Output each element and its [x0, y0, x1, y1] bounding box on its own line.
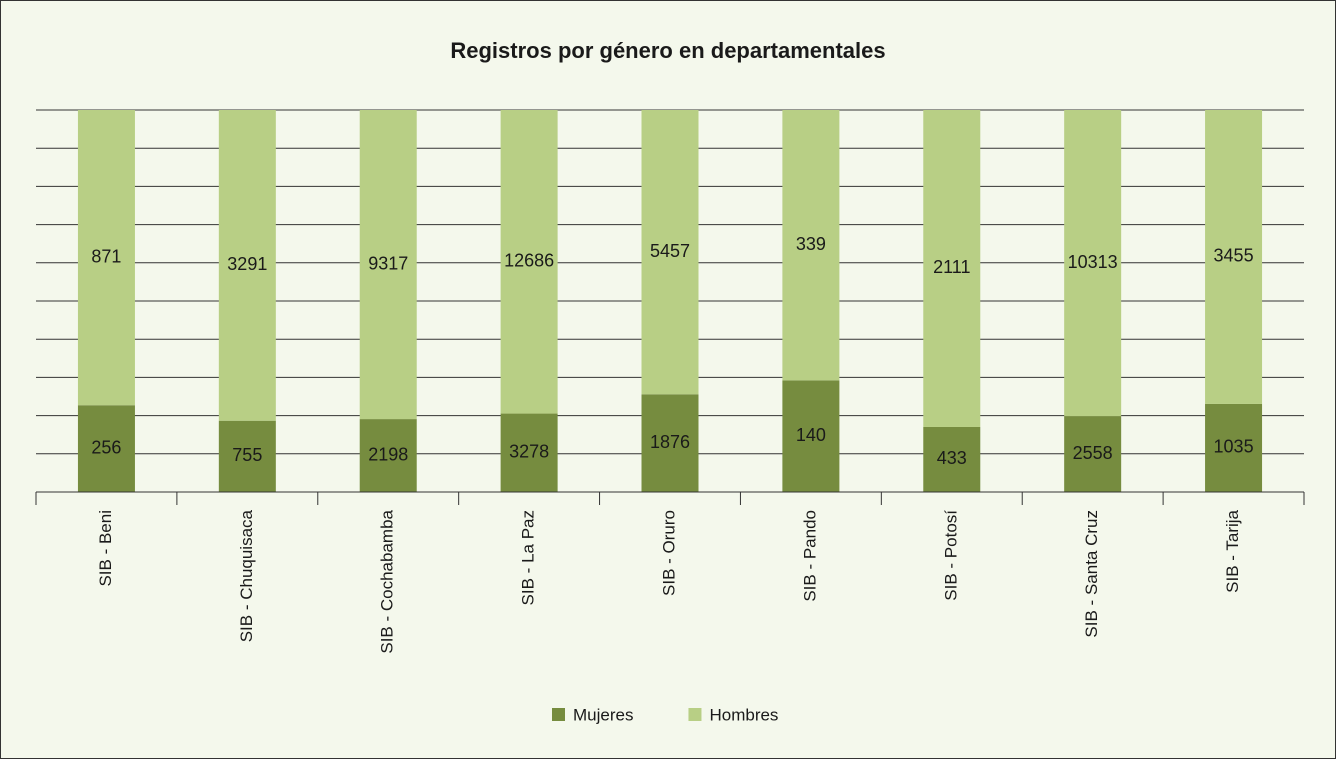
value-label: 755 [232, 445, 262, 465]
bar-segment [1205, 110, 1263, 404]
bar-segment [359, 419, 417, 492]
x-tick-label: SIB - Cochabamba [378, 509, 397, 653]
x-tick-label: SIB - Beni [96, 510, 115, 587]
bar-segment [641, 394, 699, 492]
legend-label: Mujeres [573, 705, 633, 724]
bar-segment [500, 413, 558, 492]
value-label: 12686 [504, 251, 554, 271]
value-label: 9317 [368, 253, 408, 273]
value-label: 3278 [509, 442, 549, 462]
bar-segment [641, 110, 699, 395]
bar-segment [218, 420, 276, 492]
chart-title: Registros por género en departamentales [450, 38, 885, 63]
value-label: 256 [91, 437, 121, 457]
x-tick-label: SIB - La Paz [519, 510, 538, 605]
value-label: 3455 [1214, 246, 1254, 266]
bar-segment [1064, 416, 1122, 492]
value-label: 2111 [933, 257, 970, 277]
x-tick-label: SIB - Tarija [1223, 509, 1242, 592]
value-label: 140 [796, 425, 826, 445]
legend-label: Hombres [709, 705, 778, 724]
bar-segment [782, 110, 840, 381]
value-label: 871 [91, 246, 121, 266]
legend-swatch [688, 708, 702, 721]
bar-segment [1205, 403, 1263, 492]
x-tick-label: SIB - Santa Cruz [1082, 510, 1101, 638]
x-tick-label: SIB - Potosí [941, 510, 960, 601]
bar-segment [77, 110, 135, 406]
legend-swatch [552, 708, 565, 721]
value-label: 10313 [1068, 252, 1118, 272]
bar-segment [359, 110, 417, 420]
bar-segment [1064, 110, 1122, 417]
value-label: 2558 [1073, 443, 1113, 463]
value-label: 339 [796, 234, 826, 254]
value-label: 5457 [650, 241, 690, 261]
bar-segment [923, 426, 981, 492]
x-tick-label: SIB - Pando [800, 510, 819, 602]
value-label: 1035 [1214, 437, 1254, 457]
value-label: 1876 [650, 432, 690, 452]
bar-segment [923, 110, 981, 427]
bar-segment [218, 110, 276, 421]
x-tick-label: SIB - Chuquisaca [237, 509, 256, 642]
value-label: 3291 [227, 254, 267, 274]
bar-segment [782, 380, 840, 492]
bar-segment [500, 110, 558, 414]
value-label: 2198 [368, 444, 408, 464]
bar-segment [77, 405, 135, 492]
value-label: 433 [937, 448, 967, 468]
x-tick-label: SIB - Oruro [659, 510, 678, 596]
